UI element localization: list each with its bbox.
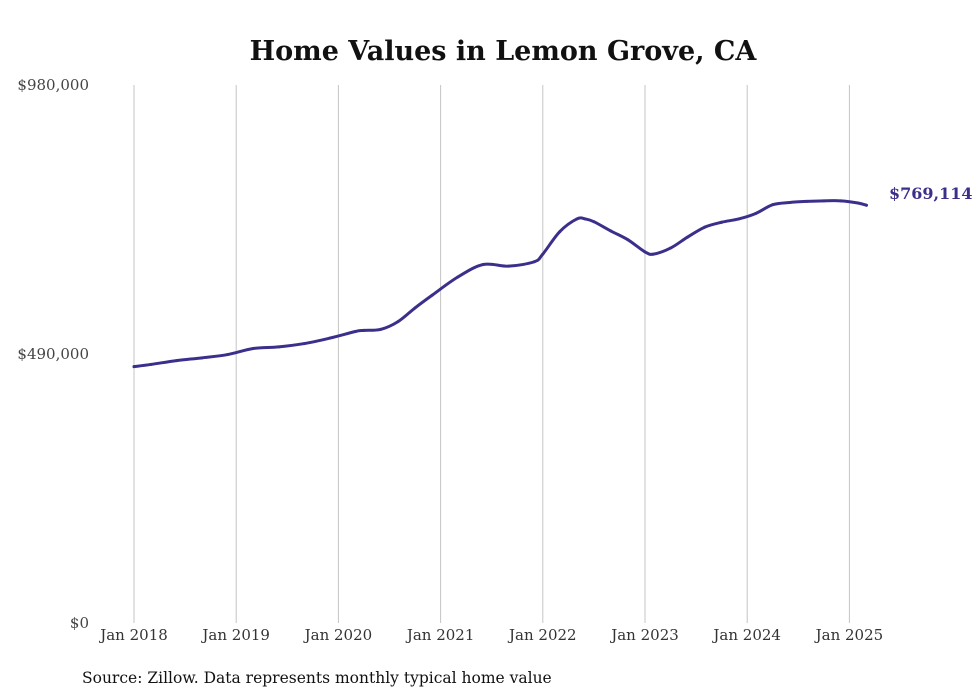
data-point xyxy=(592,220,596,224)
data-point xyxy=(686,235,690,239)
data-point xyxy=(703,225,707,229)
x-tick-label: Jan 2022 xyxy=(507,626,577,644)
data-point xyxy=(839,199,843,203)
series-layer xyxy=(132,199,868,369)
data-point xyxy=(149,362,153,366)
x-tick-label: Jan 2019 xyxy=(200,626,270,644)
data-point xyxy=(856,201,860,205)
data-point xyxy=(583,217,587,221)
x-tick-label: Jan 2021 xyxy=(405,626,475,644)
data-point xyxy=(379,327,383,331)
gridlines xyxy=(133,85,850,623)
source-note: Source: Zillow. Data represents monthly … xyxy=(82,669,552,687)
data-point xyxy=(251,347,255,351)
data-point xyxy=(737,217,741,221)
x-axis-ticks: Jan 2018 Jan 2019 Jan 2020 Jan 2021 Jan 2022… xyxy=(98,626,883,644)
data-point xyxy=(805,199,809,203)
x-tick-label: Jan 2018 xyxy=(98,626,168,644)
data-point xyxy=(277,345,281,349)
end-value-label: $769,114 xyxy=(889,184,973,203)
data-point xyxy=(132,365,136,369)
data-point xyxy=(362,328,366,332)
data-point xyxy=(754,211,758,215)
data-point xyxy=(788,200,792,204)
x-tick-label: Jan 2020 xyxy=(303,626,373,644)
data-point xyxy=(507,264,511,268)
data-point xyxy=(413,306,417,310)
data-point xyxy=(652,252,656,256)
data-point xyxy=(353,329,357,333)
x-tick-label: Jan 2024 xyxy=(711,626,781,644)
data-point xyxy=(396,320,400,324)
chart-title: Home Values in Lemon Grove, CA xyxy=(250,36,758,67)
data-point xyxy=(200,356,204,360)
y-tick-label: $980,000 xyxy=(17,76,89,94)
data-point xyxy=(226,353,230,357)
data-point xyxy=(328,336,332,340)
data-point xyxy=(822,199,826,203)
y-tick-label: $0 xyxy=(70,614,89,632)
data-point xyxy=(575,217,579,221)
data-point xyxy=(456,275,460,279)
data-point xyxy=(532,260,536,264)
data-point xyxy=(558,230,562,234)
data-point xyxy=(771,203,775,207)
data-point xyxy=(626,238,630,242)
data-point xyxy=(643,250,647,254)
series-line xyxy=(132,199,868,369)
y-tick-label: $490,000 xyxy=(17,345,89,363)
y-axis-ticks: $0 $490,000 $980,000 xyxy=(17,76,89,632)
data-point xyxy=(481,263,485,267)
x-tick-label: Jan 2023 xyxy=(609,626,679,644)
data-point xyxy=(669,246,673,250)
x-tick-label: Jan 2025 xyxy=(814,626,884,644)
data-point xyxy=(175,359,179,363)
data-point xyxy=(541,252,545,256)
data-point xyxy=(430,293,434,297)
data-point xyxy=(609,229,613,233)
data-point xyxy=(302,342,306,346)
data-point xyxy=(864,203,868,207)
data-point xyxy=(720,220,724,224)
